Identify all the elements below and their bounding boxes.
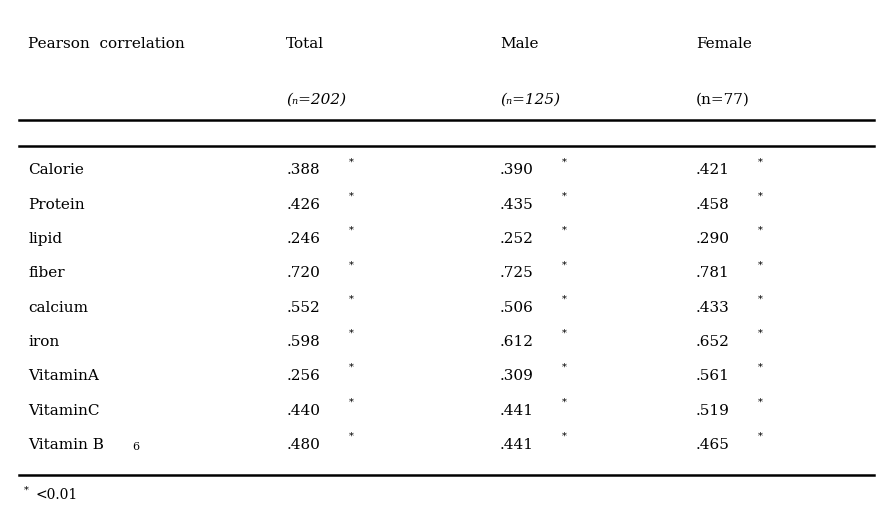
Text: *: * <box>563 363 567 372</box>
Text: *: * <box>758 295 763 303</box>
Text: *: * <box>23 486 29 495</box>
Text: *: * <box>563 329 567 338</box>
Text: lipid: lipid <box>28 232 63 246</box>
Text: *: * <box>758 226 763 235</box>
Text: Total: Total <box>287 37 324 51</box>
Text: .421: .421 <box>696 163 730 177</box>
Text: .652: .652 <box>696 335 730 349</box>
Text: (ₙ=125): (ₙ=125) <box>500 93 560 106</box>
Text: *: * <box>348 329 354 338</box>
Text: *: * <box>758 363 763 372</box>
Text: iron: iron <box>28 335 59 349</box>
Text: (n=77): (n=77) <box>696 93 749 106</box>
Text: *: * <box>348 295 354 303</box>
Text: calcium: calcium <box>28 301 88 315</box>
Text: Pearson  correlation: Pearson correlation <box>28 37 185 51</box>
Text: *: * <box>348 157 354 166</box>
Text: *: * <box>348 398 354 407</box>
Text: .309: .309 <box>500 369 534 383</box>
Text: *: * <box>758 260 763 269</box>
Text: *: * <box>563 432 567 441</box>
Text: *: * <box>348 191 354 201</box>
Text: .435: .435 <box>500 197 534 212</box>
Text: .458: .458 <box>696 197 730 212</box>
Text: .552: .552 <box>287 301 320 315</box>
Text: Protein: Protein <box>28 197 85 212</box>
Text: .598: .598 <box>287 335 320 349</box>
Text: *: * <box>563 295 567 303</box>
Text: 6: 6 <box>132 442 139 453</box>
Text: *: * <box>348 432 354 441</box>
Text: VitaminA: VitaminA <box>28 369 99 383</box>
Text: Vitamin B: Vitamin B <box>28 438 104 452</box>
Text: .480: .480 <box>287 438 320 452</box>
Text: .390: .390 <box>500 163 534 177</box>
Text: *: * <box>758 157 763 166</box>
Text: Male: Male <box>500 37 538 51</box>
Text: .252: .252 <box>500 232 534 246</box>
Text: *: * <box>563 226 567 235</box>
Text: .725: .725 <box>500 266 534 280</box>
Text: .441: .441 <box>500 438 534 452</box>
Text: Female: Female <box>696 37 752 51</box>
Text: *: * <box>348 226 354 235</box>
Text: Calorie: Calorie <box>28 163 84 177</box>
Text: .433: .433 <box>696 301 730 315</box>
Text: *: * <box>563 157 567 166</box>
Text: .440: .440 <box>287 404 321 417</box>
Text: .426: .426 <box>287 197 321 212</box>
Text: <0.01: <0.01 <box>35 488 78 502</box>
Text: *: * <box>758 398 763 407</box>
Text: .720: .720 <box>287 266 320 280</box>
Text: .256: .256 <box>287 369 320 383</box>
Text: .246: .246 <box>287 232 321 246</box>
Text: *: * <box>758 432 763 441</box>
Text: *: * <box>348 260 354 269</box>
Text: .561: .561 <box>696 369 730 383</box>
Text: .388: .388 <box>287 163 320 177</box>
Text: .519: .519 <box>696 404 730 417</box>
Text: (ₙ=202): (ₙ=202) <box>287 93 346 106</box>
Text: .441: .441 <box>500 404 534 417</box>
Text: *: * <box>563 260 567 269</box>
Text: .781: .781 <box>696 266 730 280</box>
Text: *: * <box>758 329 763 338</box>
Text: *: * <box>758 191 763 201</box>
Text: .506: .506 <box>500 301 534 315</box>
Text: *: * <box>348 363 354 372</box>
Text: .290: .290 <box>696 232 730 246</box>
Text: *: * <box>563 398 567 407</box>
Text: .612: .612 <box>500 335 534 349</box>
Text: .465: .465 <box>696 438 730 452</box>
Text: *: * <box>563 191 567 201</box>
Text: VitaminC: VitaminC <box>28 404 100 417</box>
Text: fiber: fiber <box>28 266 64 280</box>
